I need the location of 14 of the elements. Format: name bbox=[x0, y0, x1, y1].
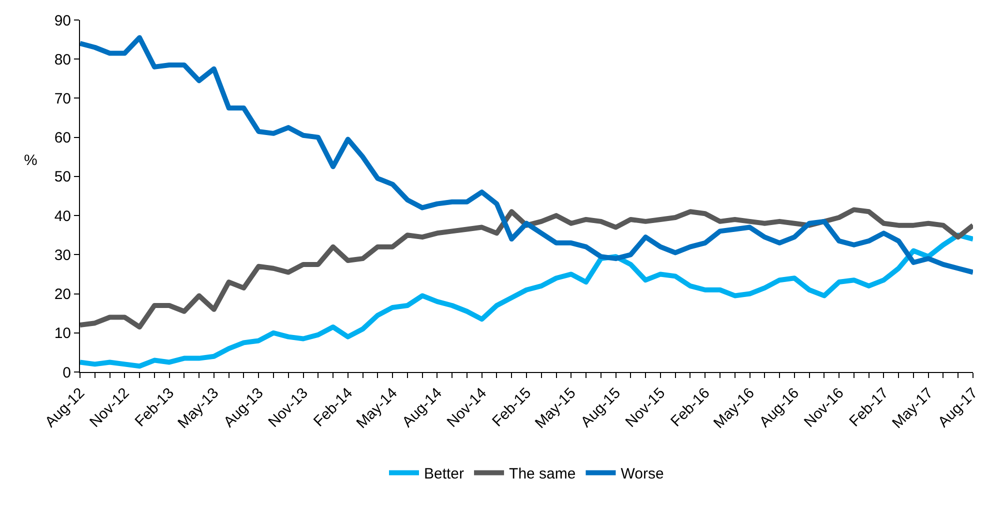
legend-label: Better bbox=[424, 466, 464, 483]
y-tick-label: 30 bbox=[54, 246, 71, 264]
y-tick-label: 80 bbox=[54, 51, 71, 68]
y-tick-label: 0 bbox=[62, 364, 71, 382]
y-tick-label: 90 bbox=[54, 12, 71, 30]
y-axis-title: % bbox=[24, 152, 38, 169]
y-tick-label: 50 bbox=[54, 168, 71, 186]
legend-label: The same bbox=[509, 466, 576, 483]
y-tick-label: 60 bbox=[54, 130, 71, 147]
legend-label: Worse bbox=[620, 466, 664, 483]
y-tick-label: 10 bbox=[54, 325, 71, 342]
y-tick-label: 40 bbox=[54, 208, 71, 225]
y-tick-label: 20 bbox=[54, 286, 71, 304]
y-tick-label: 70 bbox=[54, 90, 71, 108]
